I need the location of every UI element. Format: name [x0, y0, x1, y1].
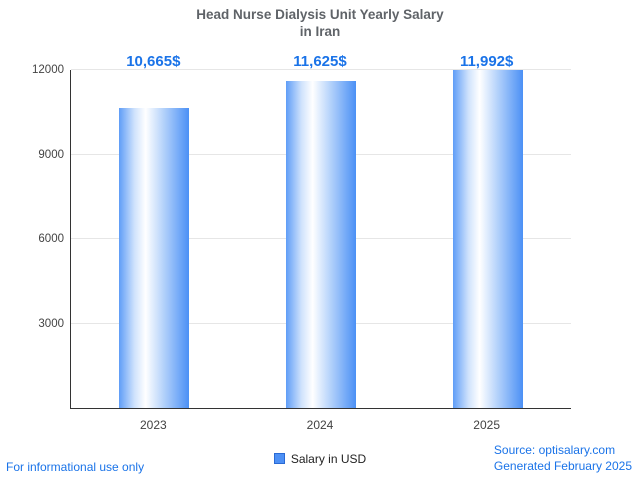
bar-value-label: 11,625$: [293, 53, 347, 70]
legend-swatch-icon: [273, 453, 285, 465]
plot-area: [70, 69, 571, 409]
gridline: [71, 69, 571, 70]
bar-value-label: 10,665$: [126, 53, 181, 70]
source-info: Source: optisalary.com Generated Februar…: [494, 442, 632, 474]
generated-date: Generated February 2025: [493, 459, 632, 473]
disclaimer-text: For informational use only: [6, 460, 145, 474]
y-axis-tick-label: 6000: [38, 233, 64, 245]
bar-value-label: 11,992$: [459, 53, 514, 70]
chart-title: Head Nurse Dialysis Unit Yearly Salary i…: [0, 6, 640, 40]
source-link[interactable]: Source: optisalary.com: [493, 443, 616, 457]
legend-label: Salary in USD: [290, 452, 367, 466]
y-axis-tick-label: 3000: [38, 317, 64, 330]
bar-2025[interactable]: [452, 70, 523, 408]
legend: Salary in USD: [0, 452, 640, 466]
chart-title-line2: in Iran: [299, 24, 341, 39]
bar-2024[interactable]: [286, 80, 356, 408]
bar-2023[interactable]: [119, 107, 190, 408]
y-axis-tick-label: 12000: [32, 64, 64, 76]
x-axis-tick-label: 2024: [306, 418, 334, 432]
chart-title-line1: Head Nurse Dialysis Unit Yearly Salary: [196, 7, 444, 22]
y-axis-tick-label: 9000: [38, 148, 64, 161]
x-axis-tick-label: 2023: [139, 418, 167, 432]
x-axis-tick-label: 2025: [473, 418, 500, 432]
